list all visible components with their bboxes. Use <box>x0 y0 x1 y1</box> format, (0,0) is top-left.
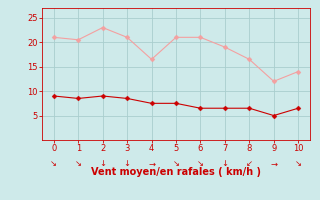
Text: ↘: ↘ <box>75 159 82 168</box>
Text: ↘: ↘ <box>172 159 180 168</box>
Text: ↓: ↓ <box>221 159 228 168</box>
Text: ↘: ↘ <box>295 159 302 168</box>
Text: ↘: ↘ <box>50 159 57 168</box>
Text: ↓: ↓ <box>124 159 131 168</box>
Text: →: → <box>270 159 277 168</box>
Text: →: → <box>148 159 155 168</box>
Text: ↘: ↘ <box>197 159 204 168</box>
X-axis label: Vent moyen/en rafales ( km/h ): Vent moyen/en rafales ( km/h ) <box>91 167 261 177</box>
Text: ↓: ↓ <box>99 159 106 168</box>
Text: ↙: ↙ <box>246 159 253 168</box>
